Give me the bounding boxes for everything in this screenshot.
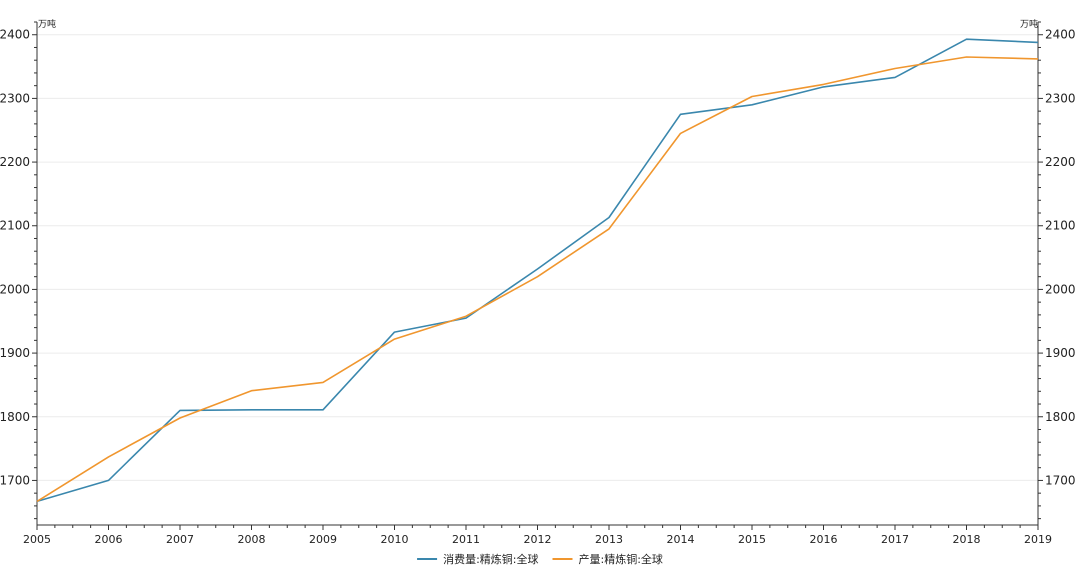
x-tick-label: 2006: [95, 533, 123, 546]
x-tick-label: 2014: [667, 533, 695, 546]
x-tick-label: 2007: [166, 533, 194, 546]
x-tick-label: 2015: [738, 533, 766, 546]
gridlines: [37, 34, 1038, 481]
y-tick-label-left: 2100: [0, 219, 30, 233]
series-line-1: [36, 38, 1039, 503]
y-tick-label-right: 2400: [1045, 28, 1076, 42]
series-line-2: [36, 56, 1039, 503]
y-tick-label-right: 2000: [1045, 282, 1076, 296]
y-tick-label-right: 2300: [1045, 91, 1076, 105]
legend-label-1: 消费量:精炼铜:全球: [443, 552, 538, 566]
y-tick-label-left: 1700: [0, 473, 30, 487]
x-tick-label: 2005: [23, 533, 51, 546]
x-tick-label: 2017: [881, 533, 909, 546]
x-tick-label: 2012: [524, 533, 552, 546]
y-axis-unit-left: 万吨: [38, 18, 56, 30]
x-tick-label: 2008: [238, 533, 266, 546]
legend-label-2: 产量:精炼铜:全球: [579, 552, 663, 566]
y-tick-label-left: 1900: [0, 346, 30, 360]
y-tick-label-left: 2300: [0, 91, 30, 105]
y-tick-label-right: 2200: [1045, 155, 1076, 169]
y-tick-label-left: 2200: [0, 155, 30, 169]
x-tick-label: 2016: [810, 533, 838, 546]
x-tick-label: 2010: [381, 533, 409, 546]
y-axis-unit-right: 万吨: [1020, 18, 1038, 30]
y-tick-label-left: 2000: [0, 282, 30, 296]
x-tick-label: 2018: [953, 533, 981, 546]
y-tick-label-left: 1800: [0, 410, 30, 424]
axes: 万吨 万吨 1700 1700 1800 1800 1900 1900 2000 2000 21…: [0, 18, 1076, 546]
x-tick-label: 2019: [1024, 533, 1052, 546]
y-tick-label-right: 2100: [1045, 219, 1076, 233]
series-lines: [36, 38, 1039, 503]
x-tick-label: 2013: [595, 533, 623, 546]
y-tick-label-right: 1800: [1045, 410, 1076, 424]
x-tick-label: 2009: [309, 533, 337, 546]
y-tick-label-right: 1900: [1045, 346, 1076, 360]
y-tick-label-right: 1700: [1045, 473, 1076, 487]
x-tick-label: 2011: [452, 533, 480, 546]
legend: 消费量:精炼铜:全球 产量:精炼铜:全球: [417, 552, 663, 566]
y-tick-label-left: 2400: [0, 28, 30, 42]
